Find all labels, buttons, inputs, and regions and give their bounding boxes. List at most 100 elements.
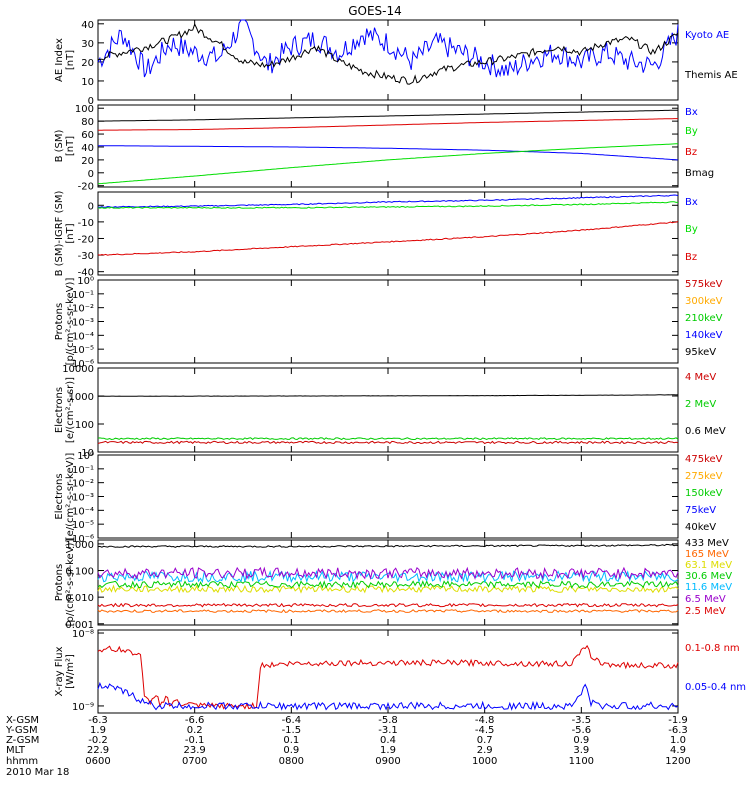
y-tick-label: 100 [75,420,94,431]
legend-label: 140keV [685,330,723,341]
y-tick-label: 10⁰ [77,451,94,462]
y-tick-label: 0.001 [65,620,94,631]
legend-label: 433 MeV [685,538,729,549]
series-line-2-5-mev [97,602,679,608]
y-tick-label: 1.000 [65,540,94,551]
series-line-bz [98,118,678,131]
y-tick-label: 60 [81,130,94,141]
legend-label: Bx [685,197,698,208]
panel-b_sm: -20 0 20 40 60 80 100 B (SM) [nT] Bx By Bz Bmag [54,104,714,192]
y-tick-label: 0.100 [65,567,94,578]
series-line-4-mev [97,440,679,445]
y-axis-label: [p/(cm²-s-sr-keV)] [65,539,76,627]
ephemeris-value: -4.5 [475,725,495,736]
y-axis-label: B (SM)-IGRF (SM) [54,191,65,277]
series-line-bz [97,221,679,256]
ephemeris-value: 0700 [182,756,207,767]
y-axis-label: [p/(cm²-s-sr-keV)] [65,278,76,366]
legend-label: 75keV [685,505,716,516]
ephemeris-row-label: X-GSM [6,715,39,726]
ephemeris-row-label: MLT [6,745,26,756]
series-line-2-mev [97,437,679,441]
ephemeris-row-label: Y-GSM [5,725,38,736]
legend-label: By [685,224,698,235]
y-tick-label: 10 [81,77,94,88]
series-line-0-6-mev [97,394,679,397]
y-tick-label: 10⁻³ [72,493,94,504]
legend-label: 0.6 MeV [685,426,726,437]
legend-label: 0.05-0.4 nm [685,682,746,693]
legend-label: Themis AE [684,70,738,81]
y-tick-label: 10⁻² [72,479,94,490]
y-axis-label: [e/(cm²-s-sr-keV)] [65,453,76,541]
y-tick-label: -20 [78,182,94,193]
legend-label: 6.5 MeV [685,594,726,605]
ephemeris-value: 0.9 [573,735,589,746]
ephemeris-value: -4.8 [475,715,495,726]
ephemeris-value: 1.0 [670,735,686,746]
panel-ae: 0 10 20 30 40 AE Index [nT] Kyoto AE Themis AE [54,19,738,107]
ephemeris-value: -6.4 [282,715,302,726]
ephemeris-row-label: Z-GSM [6,735,39,746]
y-tick-label: 1000 [69,392,94,403]
legend-label: Bmag [685,168,714,179]
ephemeris-value: -5.8 [378,715,398,726]
y-tick-label: 10⁻⁴ [72,506,94,517]
ephemeris-value: 0800 [279,756,304,767]
y-tick-label: 10⁻¹ [72,290,94,301]
ephemeris-value: -6.6 [185,715,205,726]
panel-electrons_high: 10 100 1000 10000 Electrons [e/(cm²-s-sr)] 4 M… [54,364,726,459]
y-tick-label: 10 [81,448,94,459]
y-tick-label: 10⁰ [77,276,94,287]
y-tick-label: 10000 [62,364,94,375]
ephemeris-value: -1.5 [282,725,302,736]
ephemeris-value: 4.9 [670,745,686,756]
ephemeris-row-label: hhmm [6,756,38,767]
panel-b_igrf: -40 -30 -20 -10 0 B (SM)-IGRF (SM) [nT] Bx By Bz [54,191,698,279]
y-tick-label: -10 [78,218,94,229]
y-tick-label: 10⁻⁶ [72,359,94,370]
legend-label: 11.6 MeV [685,582,732,593]
ephemeris-value: 1200 [665,756,690,767]
y-axis-label: [nT] [65,50,76,70]
series-line-bx [98,145,679,161]
y-tick-label: 40 [81,143,94,154]
series-line-433-mev [97,543,679,548]
y-tick-label: -20 [78,234,94,245]
legend-label: Bx [685,107,698,118]
y-axis-label: Electrons [54,473,65,519]
ephemeris-value: -3.1 [378,725,398,736]
date-label: 2010 Mar 18 [6,767,69,778]
y-tick-label: 10⁻³ [72,318,94,329]
panel-frame [97,279,679,364]
y-tick-label: 10⁻⁵ [72,345,94,356]
legend-label: Bz [685,252,697,263]
y-axis-label: Protons [54,303,65,340]
legend-label: 30.6 MeV [685,571,732,582]
legend-label: 0.1-0.8 nm [685,643,740,654]
y-axis-label: [e/(cm²-s-sr)] [65,377,76,443]
series-line-by [97,143,679,185]
ephemeris-value: 22.9 [87,745,109,756]
panel-frame [97,454,679,539]
legend-label: 150keV [685,488,723,499]
y-tick-label: 10⁻¹ [72,465,94,476]
y-axis-label: Protons [54,564,65,601]
ephemeris-value: 3.9 [573,745,589,756]
ephemeris-table: X-GSM -6.3 -6.6 -6.4 -5.8 -4.8 -3.5 -1.9 Y-GSM 1.… [5,715,691,767]
series-line-kyoto-ae [97,19,679,78]
legend-label: Bz [685,147,697,158]
y-tick-label: 80 [81,117,94,128]
y-tick-label: 10⁻⁴ [72,331,94,342]
legend-label: Kyoto AE [685,30,729,41]
series-line-165-mev [97,608,679,614]
panel-frame [97,629,679,714]
ephemeris-value: 1100 [569,756,594,767]
panel-protons_high: 0.001 0.010 0.100 1.000 Protons [p/(cm²-s-sr-… [54,538,732,631]
y-tick-label: 0 [88,201,94,212]
plot-title: GOES-14 [348,4,402,18]
ephemeris-value: 1.9 [380,745,396,756]
ephemeris-value: 0900 [375,756,400,767]
y-tick-label: 0.010 [65,593,94,604]
